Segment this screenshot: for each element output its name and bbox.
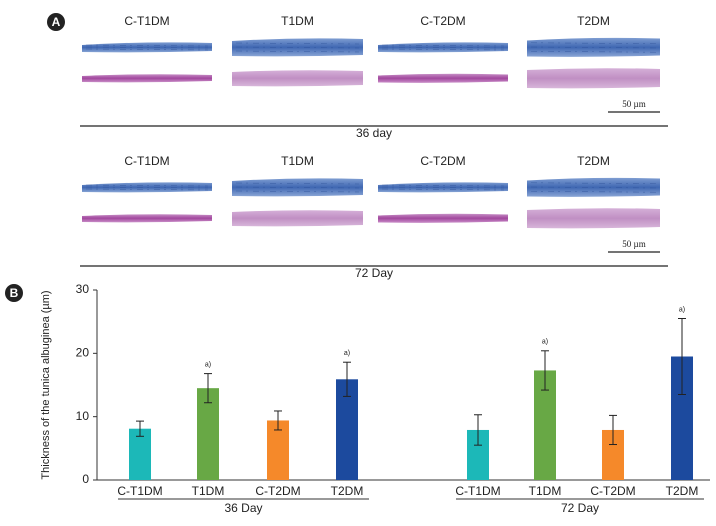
x-tick-label: T1DM bbox=[192, 484, 225, 498]
tissue-texture bbox=[85, 186, 209, 189]
tissue-texture bbox=[85, 48, 209, 51]
tissue-texture bbox=[530, 50, 657, 53]
tissue-strip bbox=[232, 70, 363, 87]
tissue-texture bbox=[530, 46, 657, 49]
bar bbox=[534, 370, 556, 480]
y-tick-label: 30 bbox=[76, 282, 90, 296]
panel-badge bbox=[47, 13, 65, 31]
row-caption: 72 Day bbox=[355, 266, 393, 280]
tissue-texture bbox=[381, 44, 505, 47]
tissue-texture bbox=[381, 184, 505, 187]
tissue-texture bbox=[381, 186, 505, 189]
tissue-texture bbox=[85, 184, 209, 187]
y-tick-label: 0 bbox=[82, 472, 89, 486]
tissue-strip bbox=[82, 74, 212, 83]
tissue-texture bbox=[235, 50, 360, 53]
tissue-strip bbox=[378, 213, 508, 223]
tissue-strip bbox=[82, 214, 212, 223]
annotation: a) bbox=[205, 361, 211, 368]
column-label: T1DM bbox=[281, 14, 314, 28]
bar bbox=[602, 429, 624, 480]
tissue-texture bbox=[235, 42, 360, 45]
tissue-strip bbox=[527, 208, 660, 229]
annotation: a) bbox=[679, 306, 685, 313]
tissue-texture bbox=[530, 190, 657, 193]
tissue-texture bbox=[85, 44, 209, 47]
bar bbox=[467, 429, 489, 480]
tissue-texture bbox=[235, 46, 360, 49]
column-label: C-T2DM bbox=[420, 154, 465, 168]
bar bbox=[129, 428, 151, 480]
tissue-strip bbox=[232, 210, 363, 227]
x-tick-label: T2DM bbox=[331, 484, 364, 498]
column-label: T2DM bbox=[577, 154, 610, 168]
y-tick-label: 20 bbox=[76, 346, 90, 360]
annotation: a) bbox=[542, 339, 548, 346]
column-label: C-T1DM bbox=[124, 154, 169, 168]
tissue-strip bbox=[378, 73, 508, 83]
tissue-texture bbox=[381, 188, 505, 191]
panel-label: A bbox=[52, 15, 61, 29]
bar bbox=[336, 379, 358, 480]
tissue-texture bbox=[530, 186, 657, 189]
column-label: C-T2DM bbox=[420, 14, 465, 28]
tissue-texture bbox=[530, 182, 657, 185]
tissue-texture bbox=[381, 48, 505, 51]
y-axis-label: Thickness of the tunica albuginea (µm) bbox=[40, 290, 52, 479]
tissue-texture bbox=[85, 46, 209, 49]
tissue-texture bbox=[235, 190, 360, 193]
scale-label: 50 µm bbox=[622, 239, 645, 249]
tissue-texture bbox=[235, 182, 360, 185]
tissue-texture bbox=[530, 42, 657, 45]
group-label: 36 Day bbox=[224, 501, 262, 515]
tissue-texture bbox=[381, 46, 505, 49]
x-tick-label: T1DM bbox=[529, 484, 562, 498]
column-label: T2DM bbox=[577, 14, 610, 28]
panel-label: B bbox=[10, 286, 19, 300]
x-tick-label: C-T2DM bbox=[590, 484, 635, 498]
bar bbox=[671, 356, 693, 480]
tissue-strip bbox=[527, 68, 660, 89]
y-tick-label: 10 bbox=[76, 409, 90, 423]
group-label: 72 Day bbox=[561, 501, 599, 515]
x-tick-label: C-T1DM bbox=[117, 484, 162, 498]
column-label: T1DM bbox=[281, 154, 314, 168]
bar bbox=[267, 420, 289, 480]
row-caption: 36 day bbox=[356, 126, 392, 140]
annotation: a) bbox=[344, 350, 350, 357]
scale-label: 50 µm bbox=[622, 99, 645, 109]
panel-badge bbox=[5, 284, 23, 302]
x-tick-label: T2DM bbox=[666, 484, 699, 498]
bar bbox=[197, 388, 219, 480]
tissue-texture bbox=[235, 186, 360, 189]
x-tick-label: C-T1DM bbox=[455, 484, 500, 498]
x-tick-label: C-T2DM bbox=[255, 484, 300, 498]
tissue-texture bbox=[85, 188, 209, 191]
column-label: C-T1DM bbox=[124, 14, 169, 28]
